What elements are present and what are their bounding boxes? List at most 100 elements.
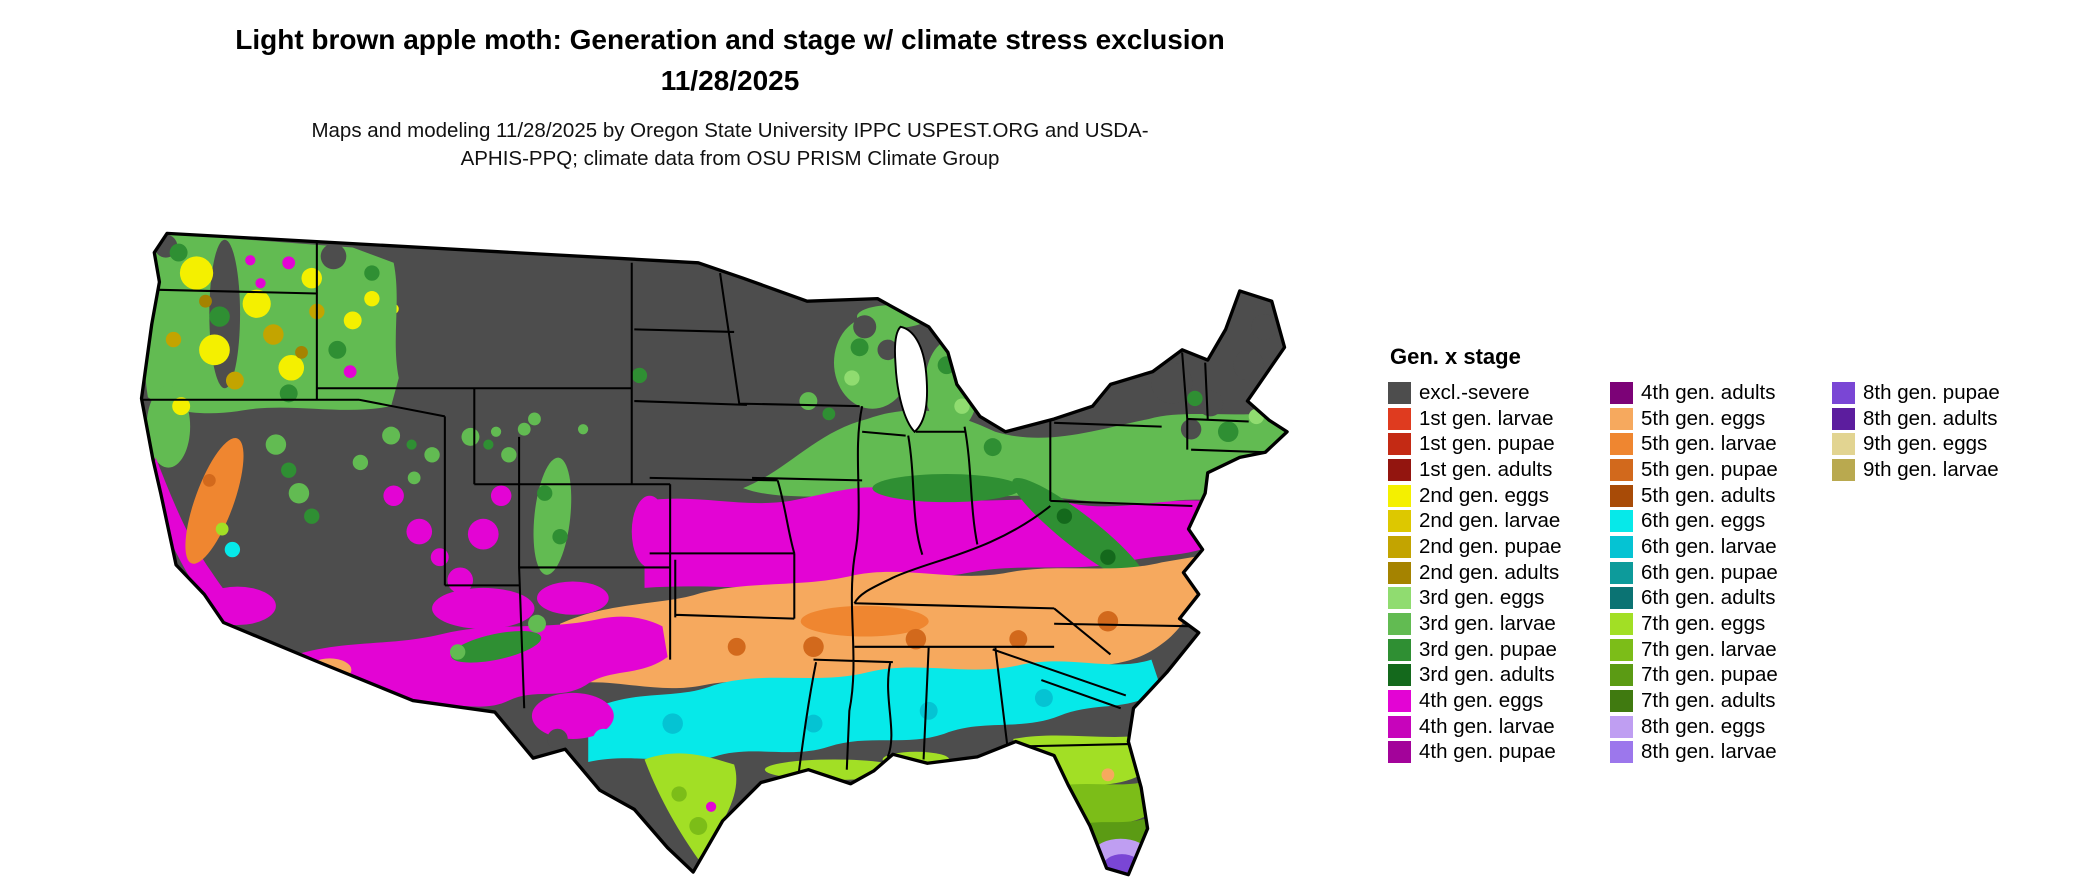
legend-swatch xyxy=(1610,741,1633,764)
legend-label: 5th gen. eggs xyxy=(1641,406,1766,430)
legend-label: 5th gen. adults xyxy=(1641,483,1776,507)
legend-swatch xyxy=(1832,407,1855,430)
legend-item-g6_adults: 6th gen. adults xyxy=(1610,586,1802,612)
legend-item-g6_pupae: 6th gen. pupae xyxy=(1610,560,1802,586)
legend-item-g4_adults: 4th gen. adults xyxy=(1610,380,1802,406)
legend-label: 1st gen. adults xyxy=(1419,457,1553,481)
legend-label: 2nd gen. eggs xyxy=(1419,483,1549,507)
map-fill-layers xyxy=(141,233,1288,875)
legend-label: 3rd gen. larvae xyxy=(1419,612,1556,636)
legend-column-2: 4th gen. adults 5th gen. eggs 5th gen. lar… xyxy=(1610,380,1802,765)
legend-label: 8th gen. eggs xyxy=(1641,714,1766,738)
legend-item-g2_eggs: 2nd gen. eggs xyxy=(1388,483,1580,509)
southwest-magenta-band xyxy=(288,616,668,709)
sierra-mottle xyxy=(265,434,320,524)
legend-item-g6_larvae: 6th gen. larvae xyxy=(1610,534,1802,560)
legend-swatch xyxy=(1388,484,1411,507)
legend-swatch xyxy=(1610,638,1633,661)
cyan-band-texture xyxy=(662,689,1053,734)
legend-label: 8th gen. adults xyxy=(1863,406,1998,430)
lake-michigan xyxy=(894,325,929,434)
legend-swatch xyxy=(1388,613,1411,636)
legend-label: 5th gen. larvae xyxy=(1641,432,1777,456)
legend-swatch xyxy=(1832,458,1855,481)
rockies-dark-dot xyxy=(537,485,553,501)
legend-item-g5_eggs: 5th gen. eggs xyxy=(1610,406,1802,432)
rockies-dark-dot-2 xyxy=(552,529,568,545)
big-bend-magenta xyxy=(531,692,614,739)
legend-swatch xyxy=(1610,613,1633,636)
legend-item-g3_larvae: 3rd gen. larvae xyxy=(1388,611,1580,637)
legend-item-g7_larvae: 7th gen. larvae xyxy=(1610,637,1802,663)
band-wisconsin-green xyxy=(833,316,911,409)
legend-swatch xyxy=(1388,458,1411,481)
legend-label: 6th gen. eggs xyxy=(1641,509,1766,533)
appalachian-dark-dot-2 xyxy=(1056,508,1073,524)
legend-item-g8_eggs: 8th gen. eggs xyxy=(1610,714,1802,740)
legend-item-g3_eggs: 3rd gen. eggs xyxy=(1388,586,1580,612)
legend-swatch xyxy=(1388,407,1411,430)
legend-item-g4_eggs: 4th gen. eggs xyxy=(1388,688,1580,714)
legend-item-g1_pupae: 1st gen. pupae xyxy=(1388,431,1580,457)
legend-label: 5th gen. pupae xyxy=(1641,457,1778,481)
legend-swatch xyxy=(1610,433,1633,456)
appalachian-dark-dot xyxy=(1100,549,1116,565)
legend-swatch xyxy=(1610,535,1633,558)
legend-swatch xyxy=(1388,741,1411,764)
legend-item-g3_adults: 3rd gen. adults xyxy=(1388,663,1580,689)
legend-item-g8_pupae: 8th gen. pupae xyxy=(1832,380,2024,406)
norcal-yellow-dot xyxy=(172,397,191,416)
central-valley-orange xyxy=(185,437,244,564)
legend-swatch xyxy=(1832,381,1855,404)
legend-item-g8_larvae: 8th gen. larvae xyxy=(1610,740,1802,766)
florida-orange-speck xyxy=(1101,768,1115,782)
legend-title: Gen. x stage xyxy=(1390,344,1521,369)
big-bend-gray-dot xyxy=(547,728,568,750)
legend-item-g1_larvae: 1st gen. larvae xyxy=(1388,406,1580,432)
legend-swatch xyxy=(1610,664,1633,687)
legend-label: 3rd gen. adults xyxy=(1419,663,1555,687)
legend-item-g2_adults: 2nd gen. adults xyxy=(1388,560,1580,586)
legend-label: 1st gen. pupae xyxy=(1419,432,1555,456)
az-green-dot xyxy=(528,614,546,633)
big-bend-cyan-dot xyxy=(593,728,614,750)
page-title: Light brown apple moth: Generation and s… xyxy=(235,24,1225,96)
legend-label: 7th gen. pupae xyxy=(1641,663,1778,687)
band-michigan-green xyxy=(924,339,979,432)
legend-swatch xyxy=(1388,715,1411,738)
legend-item-g7_eggs: 7th gen. eggs xyxy=(1610,611,1802,637)
legend-label: 7th gen. larvae xyxy=(1641,637,1777,661)
legend-item-g5_adults: 5th gen. adults xyxy=(1610,483,1802,509)
south-texas-green-dot xyxy=(689,817,708,835)
legend-swatch xyxy=(1388,690,1411,713)
legend-swatch xyxy=(1610,510,1633,533)
new-mexico-magenta-lobe xyxy=(537,581,609,615)
title-block: Light brown apple moth: Generation and s… xyxy=(150,20,1310,173)
legend-item-g5_pupae: 5th gen. pupae xyxy=(1610,457,1802,483)
legend-label: 1st gen. larvae xyxy=(1419,406,1554,430)
legend-label: 4th gen. eggs xyxy=(1419,689,1544,713)
legend-label: 7th gen. adults xyxy=(1641,689,1776,713)
legend-swatch xyxy=(1610,715,1633,738)
south-texas-green-dot-2 xyxy=(671,786,687,802)
band-6th-gen-eggs xyxy=(588,659,1162,762)
legend-swatch xyxy=(1610,561,1633,584)
legend-item-g2_pupae: 2nd gen. pupae xyxy=(1388,534,1580,560)
legend: Gen. x stage excl.-severe 1st gen. larvae… xyxy=(1388,344,2024,765)
state-boundaries xyxy=(141,233,1267,778)
legend-swatch xyxy=(1388,561,1411,584)
legend-columns: excl.-severe 1st gen. larvae 1st gen. pupa… xyxy=(1388,380,2024,765)
legend-swatch xyxy=(1610,587,1633,610)
legend-item-g8_adults: 8th gen. adults xyxy=(1832,406,2024,432)
band-4th-gen-eggs xyxy=(644,487,1229,588)
band-7th-gen-south-texas xyxy=(644,753,737,860)
legend-swatch xyxy=(1388,381,1411,404)
legend-item-g6_eggs: 6th gen. eggs xyxy=(1610,508,1802,534)
legend-label: 7th gen. eggs xyxy=(1641,612,1766,636)
legend-column-3: 8th gen. pupae 8th gen. adults 9th gen. eg… xyxy=(1832,380,2024,483)
legend-label: 6th gen. adults xyxy=(1641,586,1776,610)
legend-item-g2_larvae: 2nd gen. larvae xyxy=(1388,508,1580,534)
legend-label: excl.-severe xyxy=(1419,380,1530,404)
legend-item-g7_adults: 7th gen. adults xyxy=(1610,688,1802,714)
